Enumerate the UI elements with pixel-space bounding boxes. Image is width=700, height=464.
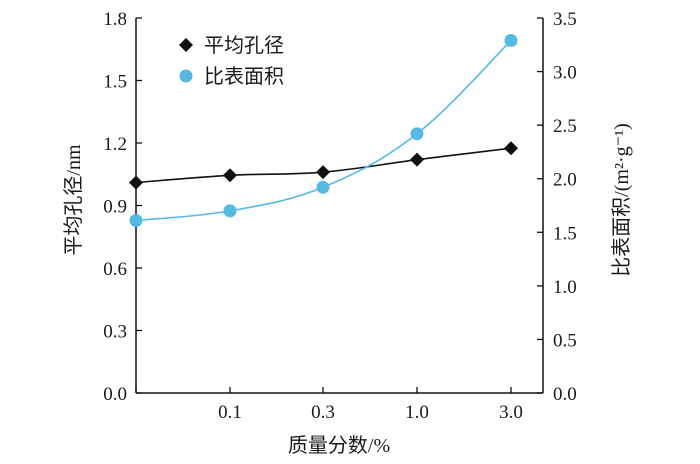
- right-y-tick-label: 3.0: [553, 63, 577, 84]
- right-y-tick-label: 2.5: [553, 116, 577, 137]
- right-y-tick-label: 3.5: [553, 9, 577, 30]
- left-y-tick-label: 0.0: [103, 384, 127, 405]
- left-y-tick-label: 1.5: [103, 72, 127, 93]
- left-y-axis-title: 平均孔径/nm: [62, 144, 85, 256]
- x-tick-label: 1.0: [405, 402, 429, 423]
- chart-series: [129, 34, 518, 227]
- data-point-pore-size: [504, 141, 518, 156]
- legend-marker-pore-size: [179, 38, 193, 52]
- left-y-tick-label: 1.2: [103, 134, 127, 155]
- right-y-tick-label: 2.0: [553, 170, 577, 191]
- data-point-surface-area: [223, 204, 237, 218]
- data-point-pore-size: [129, 175, 143, 190]
- x-tick-label: 0.3: [311, 402, 335, 423]
- right-y-axis-title: 比表面积/(m²·g⁻¹): [610, 123, 633, 277]
- left-y-tick-label: 0.3: [103, 322, 127, 343]
- x-tick-label: 0.1: [218, 402, 242, 423]
- data-point-pore-size: [223, 168, 237, 183]
- x-axis-title: 质量分数/%: [288, 434, 390, 457]
- chart-ticks: 0.0 0.3 0.6 0.9 1.2 1.5 1.8 0.0 0.5 1.0 1.5 2.0 2.5 3…: [103, 9, 577, 423]
- legend-label-surface-area: 比表面积: [204, 65, 284, 88]
- data-point-surface-area: [316, 180, 330, 194]
- data-point-pore-size: [316, 165, 330, 180]
- x-tick-label: 3.0: [499, 402, 523, 423]
- data-point-surface-area: [410, 127, 424, 141]
- chart-axes: [135, 18, 544, 394]
- left-y-tick-label: 0.9: [103, 197, 127, 218]
- data-point-pore-size: [410, 152, 424, 167]
- right-y-tick-label: 0.5: [553, 330, 577, 351]
- legend-marker-surface-area: [179, 69, 193, 83]
- data-point-surface-area: [129, 214, 143, 227]
- right-y-tick-label: 1.5: [553, 223, 577, 244]
- left-y-tick-label: 1.8: [103, 9, 127, 30]
- legend-label-pore-size: 平均孔径: [204, 34, 284, 57]
- right-y-tick-label: 1.0: [553, 277, 577, 298]
- right-y-tick-label: 0.0: [553, 384, 577, 405]
- left-y-tick-label: 0.6: [103, 259, 127, 280]
- data-point-surface-area: [504, 34, 518, 47]
